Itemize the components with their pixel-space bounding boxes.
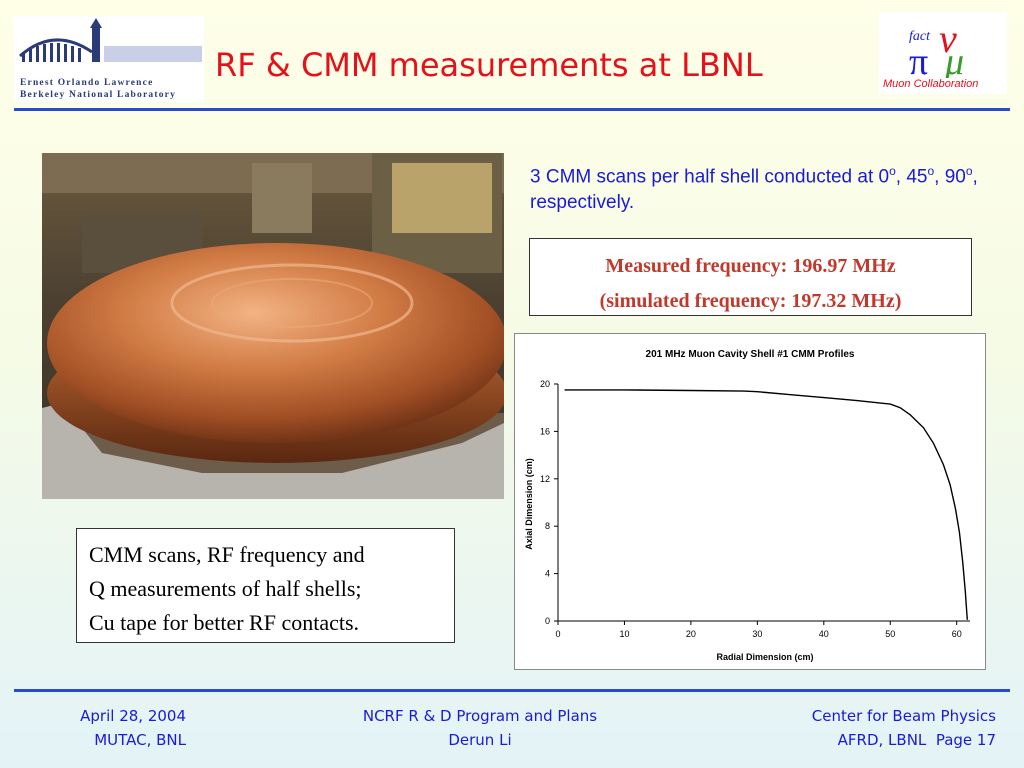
cmm-profile-line bbox=[564, 389, 968, 620]
x-tick-label: 20 bbox=[686, 629, 696, 639]
scan-note-text-2: , 45 bbox=[895, 166, 928, 188]
y-tick-label: 20 bbox=[540, 379, 550, 389]
chart-canvas: 201 MHz Muon Cavity Shell #1 CMM Profile… bbox=[524, 349, 970, 662]
x-tick-label: 60 bbox=[952, 629, 962, 639]
lbnl-logo: Ernest Orlando Lawrence Berkeley Nationa… bbox=[14, 16, 204, 102]
measured-frequency: Measured frequency: 196.97 MHz bbox=[605, 255, 896, 277]
cmm-profile-chart: 201 MHz Muon Cavity Shell #1 CMM Profile… bbox=[514, 333, 986, 670]
svg-text:π: π bbox=[909, 41, 928, 78]
y-tick-label: 12 bbox=[540, 474, 550, 484]
caption-line-1: CMM scans, RF frequency and bbox=[89, 542, 365, 567]
x-tick-label: 40 bbox=[819, 629, 829, 639]
caption-line-2: Q measurements of half shells; bbox=[89, 576, 362, 601]
x-tick-label: 50 bbox=[885, 629, 895, 639]
lbnl-name-line1: Ernest Orlando Lawrence bbox=[20, 78, 154, 88]
scan-note-text-1: 3 CMM scans per half shell conducted at … bbox=[530, 166, 890, 188]
x-tick-label: 30 bbox=[752, 629, 762, 639]
frequency-box: Measured frequency: 196.97 MHz (simulate… bbox=[529, 238, 972, 316]
footer-left: April 28, 2004 MUTAC, BNL bbox=[40, 704, 186, 752]
collaboration-label: Muon Collaboration bbox=[883, 78, 979, 90]
footer-division: AFRD, LBNL bbox=[837, 731, 927, 749]
page-number: Page 17 bbox=[935, 731, 996, 749]
simulated-frequency: (simulated frequency: 197.32 MHz) bbox=[599, 290, 902, 312]
chart-title: 201 MHz Muon Cavity Shell #1 CMM Profile… bbox=[646, 349, 855, 360]
y-axis-label: Axial Dimension (cm) bbox=[524, 458, 534, 550]
nu-fact-logo-icon: fact ν π μ bbox=[909, 16, 964, 78]
copper-half-shell-photo bbox=[42, 153, 504, 499]
lbnl-name-line2: Berkeley National Laboratory bbox=[20, 90, 177, 100]
footer-divider bbox=[14, 689, 1010, 692]
degree-sup: o bbox=[927, 164, 935, 178]
page-title: RF & CMM measurements at LBNL bbox=[215, 46, 763, 84]
x-tick-label: 0 bbox=[555, 629, 560, 639]
svg-text:fact: fact bbox=[909, 29, 931, 44]
caption-line-3: Cu tape for better RF contacts. bbox=[89, 610, 360, 635]
lbnl-building-icon bbox=[19, 18, 202, 62]
footer-talk-title: NCRF R & D Program and Plans bbox=[362, 707, 598, 725]
footer-right: Center for Beam Physics AFRD, LBNL Page … bbox=[700, 704, 996, 752]
muon-collaboration-logo: fact ν π μ Muon Collaboration bbox=[879, 12, 1007, 94]
y-tick-label: 0 bbox=[545, 616, 550, 626]
degree-sup: o bbox=[889, 164, 896, 178]
y-tick-label: 4 bbox=[545, 569, 550, 579]
y-tick-label: 8 bbox=[545, 521, 550, 531]
scan-note-text-3: , 90 bbox=[934, 166, 966, 188]
degree-sup: o bbox=[965, 164, 973, 178]
scan-note: 3 CMM scans per half shell conducted at … bbox=[530, 158, 990, 216]
x-tick-label: 10 bbox=[619, 629, 629, 639]
caption-box: CMM scans, RF frequency and Q measuremen… bbox=[76, 528, 455, 643]
y-tick-label: 16 bbox=[540, 426, 550, 436]
svg-text:μ: μ bbox=[944, 41, 964, 78]
scan-note-text-4: , respectively. bbox=[530, 166, 978, 214]
footer-date: April 28, 2004 bbox=[80, 707, 186, 725]
footer-author: Derun Li bbox=[448, 731, 512, 749]
footer-venue: MUTAC, BNL bbox=[94, 731, 186, 749]
title-divider bbox=[14, 108, 1010, 111]
footer-org: Center for Beam Physics bbox=[811, 707, 996, 725]
footer-middle: NCRF R & D Program and Plans Derun Li bbox=[330, 704, 630, 752]
x-axis-label: Radial Dimension (cm) bbox=[716, 652, 813, 662]
svg-text:ν: ν bbox=[939, 16, 957, 61]
